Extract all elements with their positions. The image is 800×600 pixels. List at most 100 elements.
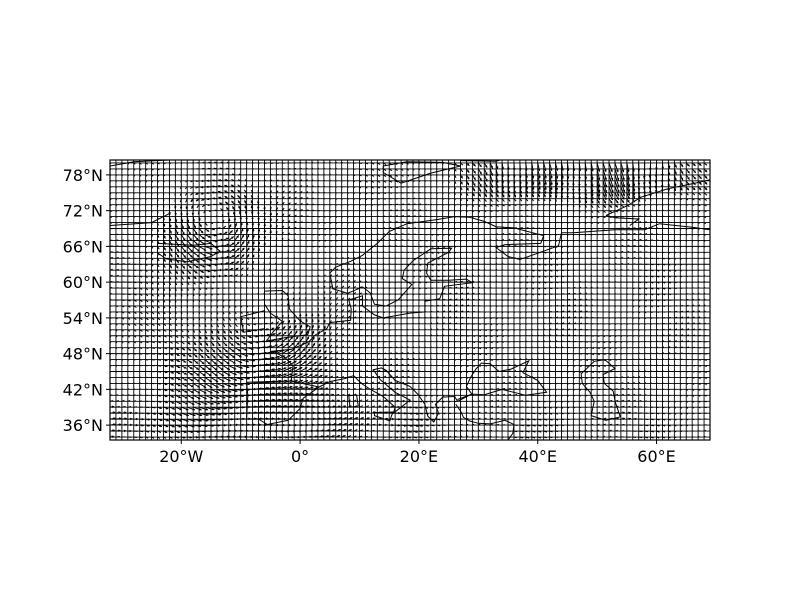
wind-vector-head	[531, 191, 535, 194]
wind-vector	[448, 365, 450, 367]
wind-vector-head	[578, 177, 581, 180]
wind-vector	[549, 204, 551, 206]
wind-vector	[525, 305, 528, 308]
wind-vector	[418, 203, 422, 206]
wind-vector-head	[171, 401, 175, 404]
wind-vector	[448, 222, 450, 224]
wind-vector-head	[295, 392, 298, 395]
wind-vector	[305, 173, 308, 176]
wind-vector	[424, 400, 428, 403]
wind-vector-head	[361, 411, 364, 414]
wind-vector-head	[312, 343, 315, 346]
wind-vector	[341, 315, 345, 319]
wind-vector	[490, 347, 493, 350]
wind-vector-head	[240, 366, 243, 369]
wind-vector	[442, 328, 445, 331]
wind-vector	[400, 340, 403, 343]
wind-vector	[133, 162, 136, 165]
wind-vector	[549, 316, 552, 319]
wind-vector	[394, 251, 397, 253]
wind-vector-head	[415, 406, 418, 409]
wind-vector	[359, 304, 363, 307]
wind-vector	[412, 305, 415, 308]
wind-vector-head	[166, 418, 169, 422]
wind-vector-head	[228, 379, 231, 382]
wind-vector	[282, 184, 285, 188]
wind-vector	[590, 239, 593, 242]
wind-vector	[353, 328, 357, 331]
wind-vector	[121, 192, 123, 195]
wind-vector	[287, 190, 291, 194]
wind-vector	[537, 251, 541, 254]
wind-vector	[263, 268, 265, 271]
wind-vector-head	[206, 349, 209, 353]
wind-vector-head	[403, 405, 406, 409]
wind-vector-head	[192, 413, 196, 417]
wind-vector-head	[291, 435, 294, 439]
wind-vector	[567, 389, 569, 391]
wind-vector-head	[230, 337, 233, 340]
wind-vector	[121, 323, 125, 326]
wind-vector	[335, 339, 339, 343]
wind-vector	[418, 245, 422, 248]
wind-vector	[341, 370, 345, 372]
wind-vector	[382, 269, 385, 271]
wind-vector	[442, 222, 445, 224]
wind-vector	[466, 292, 469, 295]
wind-vector	[555, 334, 558, 337]
wind-vector	[572, 210, 575, 213]
wind-vector	[466, 263, 468, 265]
wind-vector	[436, 328, 439, 331]
wind-vector	[400, 203, 405, 206]
wind-vector-head	[225, 349, 228, 353]
wind-vector	[377, 227, 379, 229]
wind-vector	[145, 257, 148, 260]
wind-vector	[495, 382, 500, 384]
wind-vector	[561, 198, 563, 202]
wind-vector-head	[199, 413, 202, 417]
wind-vector	[394, 232, 398, 235]
wind-vector-head	[241, 241, 245, 244]
wind-vector	[329, 320, 332, 325]
wind-vector	[406, 227, 410, 229]
wind-vector	[240, 299, 243, 302]
wind-vector	[377, 393, 381, 396]
wind-vector	[513, 335, 516, 337]
wind-vector	[507, 232, 511, 235]
wind-vector	[329, 332, 332, 336]
wind-vector	[323, 185, 326, 188]
wind-vector	[329, 291, 332, 295]
wind-vector-head	[355, 411, 358, 414]
wind-vector	[400, 233, 404, 235]
wind-vector	[442, 304, 446, 307]
wind-vector	[495, 341, 499, 344]
wind-vector	[341, 279, 345, 283]
wind-vector	[151, 240, 154, 243]
wind-vector	[424, 430, 429, 433]
wind-vector	[335, 369, 339, 372]
wind-vector	[507, 370, 511, 372]
wind-vector	[157, 359, 162, 361]
wind-vector	[244, 179, 247, 182]
wind-vector	[418, 358, 421, 360]
wind-vector	[174, 317, 178, 321]
wind-vector-head	[304, 367, 308, 370]
wind-vector	[157, 186, 159, 189]
wind-vector	[454, 174, 457, 179]
wind-vector	[418, 364, 421, 366]
wind-vector-head	[555, 182, 559, 186]
wind-vector	[341, 303, 345, 307]
wind-vector	[519, 352, 522, 355]
wind-vector	[231, 173, 235, 176]
wind-vector	[365, 298, 368, 301]
wind-vector	[400, 375, 404, 378]
wind-vector-head	[311, 325, 314, 328]
wind-vector	[454, 359, 457, 361]
wind-vector	[585, 388, 588, 391]
wind-vector	[157, 287, 160, 291]
wind-vector	[365, 204, 367, 206]
wind-vector	[584, 251, 587, 254]
wind-vector	[495, 299, 498, 302]
wind-vector	[317, 234, 321, 236]
wind-vector	[139, 317, 143, 321]
